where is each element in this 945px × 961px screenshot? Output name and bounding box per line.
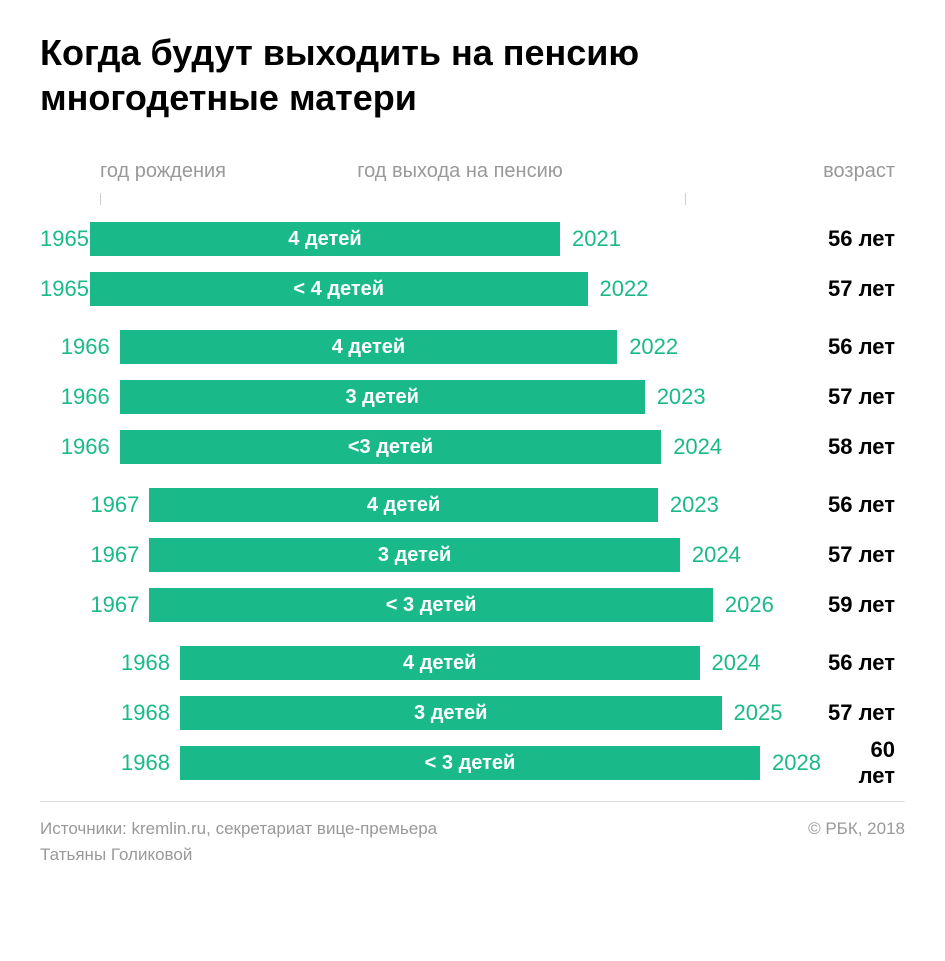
retire-year: 2023 [645,384,725,410]
bar: <3 детей [120,430,662,464]
retire-year: 2022 [588,276,668,302]
bar-wrapper: < 4 детей [90,272,588,306]
bar-row: 1968< 3 детей202860 лет [40,743,905,783]
bar: 4 детей [90,222,560,256]
source-line2: Татьяны Голиковой [40,845,192,864]
row-group: 19684 детей202456 лет19683 детей202557 л… [40,643,905,783]
bar-wrapper: < 3 детей [180,746,760,780]
axis-ticks [40,193,905,207]
retire-year: 2025 [722,700,802,726]
bar-wrapper: 4 детей [149,488,658,522]
title-line2: многодетные матери [40,77,417,118]
bar: 3 детей [149,538,680,572]
age-value: 60 лет [840,737,905,789]
birth-year: 1967 [40,542,149,568]
age-value: 57 лет [725,384,905,410]
bar-row: 19674 детей202356 лет [40,485,905,525]
retire-year: 2028 [760,750,840,776]
age-value: 56 лет [697,334,905,360]
bar-row: 19684 детей202456 лет [40,643,905,683]
bar: 3 детей [180,696,722,730]
bar-row: 19683 детей202557 лет [40,693,905,733]
bar-row: 19664 детей202256 лет [40,327,905,367]
source-text: Источники: kremlin.ru, секретариат вице-… [40,816,437,867]
bar: < 4 детей [90,272,588,306]
retire-year: 2024 [661,434,741,460]
birth-year: 1968 [40,750,180,776]
row-group: 19654 детей202156 лет1965< 4 детей202257… [40,219,905,309]
tick-right [685,193,686,205]
retire-year: 2026 [713,592,793,618]
bar: 4 детей [120,330,618,364]
bar-row: 19654 детей202156 лет [40,219,905,259]
column-headers: год рождения год выхода на пенсию возрас… [40,160,905,183]
retire-year: 2024 [700,650,780,676]
bar: < 3 детей [180,746,760,780]
bar-wrapper: <3 детей [120,430,662,464]
bar-row: 19673 детей202457 лет [40,535,905,575]
age-value: 56 лет [640,226,905,252]
chart-footer: Источники: kremlin.ru, секретариат вице-… [40,816,905,867]
retire-year: 2023 [658,492,738,518]
bar-row: 1967< 3 детей202659 лет [40,585,905,625]
birth-year: 1965 [40,226,90,252]
age-value: 57 лет [802,700,906,726]
bar-row: 1965< 4 детей202257 лет [40,269,905,309]
tick-left [100,193,101,205]
header-birth-year: год рождения [40,160,270,183]
birth-year: 1965 [40,276,90,302]
row-group: 19664 детей202256 лет19663 детей202357 л… [40,327,905,467]
birth-year: 1966 [40,384,120,410]
row-group: 19674 детей202356 лет19673 детей202457 л… [40,485,905,625]
credit-text: © РБК, 2018 [808,816,905,867]
bar: 4 детей [180,646,700,680]
bar-wrapper: 3 детей [120,380,645,414]
bar: < 3 детей [149,588,713,622]
retire-year: 2021 [560,226,640,252]
header-age: возраст [650,160,905,183]
age-value: 57 лет [668,276,906,302]
birth-year: 1967 [40,492,149,518]
title-line1: Когда будут выходить на пенсию [40,32,639,73]
bar-row: 1966<3 детей202458 лет [40,427,905,467]
bar-wrapper: 3 детей [180,696,722,730]
bar-chart: 19654 детей202156 лет1965< 4 детей202257… [40,219,905,783]
source-line1: Источники: kremlin.ru, секретариат вице-… [40,819,437,838]
chart-title: Когда будут выходить на пенсию многодетн… [40,30,905,120]
retire-year: 2022 [617,334,697,360]
birth-year: 1966 [40,334,120,360]
bar: 3 детей [120,380,645,414]
bar-wrapper: < 3 детей [149,588,713,622]
header-retire-year: год выхода на пенсию [270,160,650,183]
age-value: 59 лет [793,592,905,618]
birth-year: 1968 [40,700,180,726]
birth-year: 1966 [40,434,120,460]
bar-wrapper: 4 детей [120,330,618,364]
retire-year: 2024 [680,542,760,568]
age-value: 57 лет [760,542,905,568]
bar-wrapper: 4 детей [90,222,560,256]
bar-row: 19663 детей202357 лет [40,377,905,417]
age-value: 56 лет [738,492,905,518]
footer-divider [40,801,905,802]
birth-year: 1967 [40,592,149,618]
bar: 4 детей [149,488,658,522]
birth-year: 1968 [40,650,180,676]
age-value: 58 лет [741,434,905,460]
bar-wrapper: 3 детей [149,538,680,572]
age-value: 56 лет [780,650,906,676]
bar-wrapper: 4 детей [180,646,700,680]
